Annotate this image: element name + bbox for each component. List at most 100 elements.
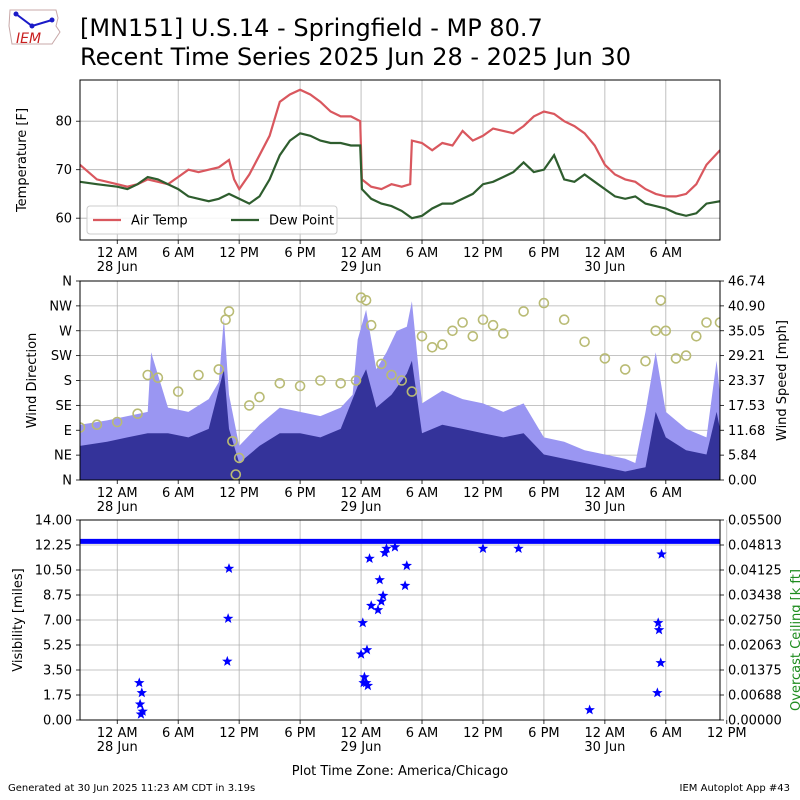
wind-direction-marker [254,391,265,403]
wind-direction-marker [142,369,153,381]
y-tick-label: 8.75 [43,589,72,604]
y-tick-label: 70 [55,163,72,178]
y-tick-label: 12.25 [35,539,72,554]
ceiling-tick-label: 0.00688 [728,689,782,704]
series-wind-direction [80,292,720,480]
wind-direction-marker [386,369,397,381]
legend-label: Air Temp [131,214,188,229]
x-tick-label: 6 PM [528,246,559,261]
wind-direction-marker [223,306,235,317]
wind-direction-marker [690,330,702,342]
wind-direction-marker [447,325,458,337]
x-tick-label: 6 AM [162,246,195,261]
ceiling-tick-label: 0.02063 [728,639,782,654]
visibility-marker [379,547,390,558]
series-visibility [134,541,667,719]
y-tick-label: 10.50 [35,564,72,579]
ceiling-tick-label: 0.04813 [728,539,782,554]
x-tick-label: 6 AM [406,726,439,741]
y-tick-label: 5.25 [43,639,72,654]
wind-direction-marker [132,408,143,420]
wind-direction-marker [152,372,164,384]
wind-direction-marker [365,319,377,331]
wind-direction-marker [294,380,306,392]
wind-direction-marker [650,325,662,337]
x-tick-label: 12 PM [463,726,503,741]
ceiling-tick-label: 0.04125 [728,564,782,579]
x-tick-label: 12 AM [97,486,138,501]
ceiling-tick-label: 0.00000 [728,714,782,729]
wind-direction-marker [193,369,204,381]
direction-tick-label: W [59,324,72,339]
visibility-marker [364,553,375,563]
x-tick-label: 12 AM [341,726,382,741]
visibility-marker [134,698,146,709]
wind-direction-marker [335,377,347,389]
visibility-marker [374,574,385,585]
visibility-panel: 0.00 0.00000 1.75 0.00688 3.50 0.01375 5.25 0.0… [11,514,800,780]
speed-tick-label: 11.68 [728,424,765,439]
wind-direction-marker [518,306,529,317]
x-tick-label: 28 Jun [97,260,138,275]
visibility-marker [381,543,392,553]
y-axis-label-right: Overcast Ceiling [k ft] [789,569,800,711]
visibility-marker [513,543,524,553]
wind-direction-marker [396,375,408,386]
wind-direction-marker [467,330,479,342]
wind-direction-marker [227,435,238,447]
plot-frame [79,519,721,721]
x-tick-label: 6 PM [528,726,559,741]
wind-direction-marker [355,292,367,303]
visibility-marker [372,604,384,615]
wind-direction-marker [670,353,682,364]
speed-tick-label: 46.74 [728,275,765,290]
speed-tick-label: 17.53 [728,399,765,414]
direction-tick-label: S [64,374,72,389]
x-tick-label: 12 PM [219,246,259,261]
x-tick-label: 12 AM [97,726,138,741]
wind-direction-marker [360,294,372,306]
wind-direction-marker [655,294,667,306]
wind-direction-marker [91,419,103,431]
legend-label: Dew Point [269,214,334,229]
x-tick-label: 29 Jun [341,260,382,275]
x-tick-label: 6 AM [650,246,683,261]
visibility-marker [360,677,372,688]
wind-direction-marker [244,400,255,411]
x-tick-label: 6 AM [406,486,439,501]
series-dew-point [80,132,720,220]
wind-direction-marker [599,353,611,364]
wind-direction-marker [376,358,387,370]
wind-direction-marker [538,297,550,309]
wind-direction-marker [111,416,123,428]
speed-tick-label: 35.05 [728,324,765,339]
y-tick-label: 1.75 [43,689,72,704]
wind-direction-marker [497,328,509,339]
x-axis-label: Plot Time Zone: America/Chicago [292,764,508,779]
visibility-marker [137,705,148,716]
ceiling-tick-label: 0.01375 [728,664,782,679]
wind-direction-marker [426,341,438,353]
y-axis-label-left: Visibility [miles] [11,568,26,671]
x-tick-label: 12 PM [219,486,259,501]
visibility-marker [366,600,377,611]
y-tick-label: 14.00 [35,514,72,529]
y-tick-label: 80 [55,115,72,130]
wind-direction-marker [660,325,672,337]
autoplot-app-id: IEM Autoplot App #43 [679,783,790,794]
generated-note: Generated at 30 Jun 2025 11:23 AM CDT in… [8,783,256,794]
wind-direction-marker [477,314,489,326]
logo-text: IEM [16,31,41,47]
chart-title-line1: [MN151] U.S.14 - Springfield - MP 80.7 [80,14,543,42]
iem-logo: IEM [8,9,61,47]
direction-tick-label: N [62,275,72,290]
visibility-marker [136,687,147,698]
x-tick-label: 12 AM [97,246,138,261]
x-tick-label: 28 Jun [97,740,138,755]
x-tick-label: 6 PM [284,246,315,261]
x-tick-label: 29 Jun [341,740,382,755]
legend-box [86,205,338,235]
speed-tick-label: 40.90 [728,299,765,314]
wind-direction-marker [680,350,692,361]
